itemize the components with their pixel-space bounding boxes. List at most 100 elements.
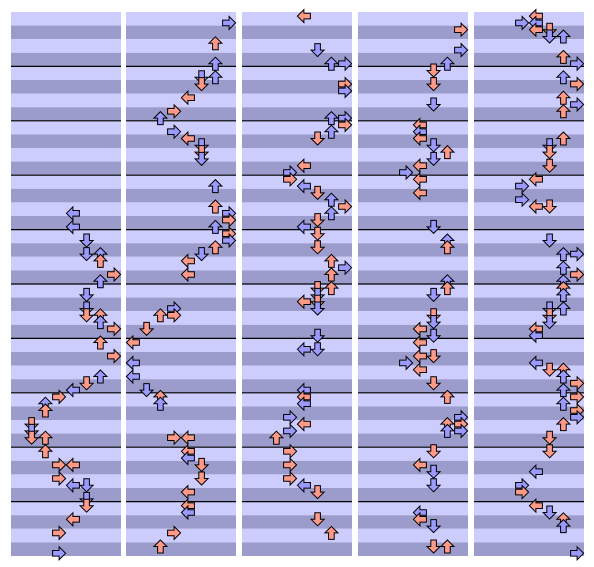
stripe <box>242 474 352 488</box>
stripe <box>126 120 236 135</box>
step-arrow <box>541 430 558 445</box>
stripe <box>11 175 121 189</box>
stripe <box>242 420 352 434</box>
stripe <box>242 352 352 366</box>
stripe <box>358 120 468 135</box>
step-arrow <box>338 117 353 133</box>
step-arrow <box>180 429 195 446</box>
stripe <box>126 406 236 420</box>
stripe <box>474 352 584 366</box>
step-arrow <box>180 130 195 147</box>
stripe <box>358 542 468 556</box>
step-arrow <box>412 511 427 528</box>
panel <box>358 12 468 556</box>
step-arrow <box>528 497 543 514</box>
step-arrow <box>323 56 340 71</box>
step-arrow <box>296 477 311 494</box>
step-arrow <box>107 348 122 364</box>
stripe <box>358 460 468 475</box>
step-arrow <box>425 219 442 235</box>
stripe <box>126 460 236 475</box>
stripe <box>474 501 584 516</box>
step-arrow <box>207 199 224 214</box>
stripe <box>358 66 468 80</box>
panel <box>11 12 121 556</box>
stripe <box>358 420 468 434</box>
step-arrow <box>425 328 442 343</box>
stripe <box>474 80 584 94</box>
step-arrow <box>439 280 456 296</box>
stripe <box>474 379 584 393</box>
stripe <box>126 311 236 325</box>
stripe <box>474 392 584 407</box>
step-arrow <box>541 158 558 173</box>
step-arrow <box>152 539 169 554</box>
step-arrow <box>425 519 442 534</box>
step-arrow <box>541 315 558 330</box>
stripe <box>126 107 236 121</box>
stripe <box>242 120 352 135</box>
step-arrow <box>541 29 558 44</box>
stripe <box>242 161 352 176</box>
step-arrow <box>338 83 353 99</box>
step-arrow <box>309 131 326 146</box>
stripe <box>358 188 468 203</box>
step-arrow <box>222 212 237 228</box>
step-arrow <box>283 470 298 487</box>
step-arrow <box>399 164 414 181</box>
stripe <box>11 216 121 230</box>
stripe <box>358 25 468 40</box>
step-arrow <box>52 389 67 405</box>
step-arrow <box>528 355 543 371</box>
stripe <box>358 338 468 352</box>
stripe <box>11 379 121 393</box>
stripe <box>474 66 584 80</box>
step-arrow <box>207 36 224 51</box>
step-arrow <box>555 396 572 411</box>
stripe <box>474 93 584 108</box>
stripe <box>126 433 236 448</box>
step-arrow <box>439 389 456 404</box>
stripe <box>242 392 352 407</box>
stripe <box>11 311 121 325</box>
stripe <box>126 12 236 26</box>
stripe <box>11 25 121 40</box>
stripe <box>242 406 352 420</box>
step-arrow <box>296 416 311 432</box>
stripe <box>358 93 468 108</box>
step-arrow <box>52 525 67 541</box>
step-arrow <box>515 15 530 31</box>
step-arrow <box>193 471 210 486</box>
step-arrow <box>167 123 182 140</box>
step-arrow <box>92 274 109 289</box>
step-arrow <box>152 308 169 323</box>
step-arrow <box>152 110 169 126</box>
step-arrow <box>555 104 572 119</box>
step-arrow <box>107 321 122 337</box>
stripe <box>474 120 584 135</box>
stripe <box>242 542 352 556</box>
step-arrow <box>283 423 298 439</box>
stripe <box>358 284 468 298</box>
stripe <box>126 229 236 244</box>
stripe <box>358 474 468 488</box>
step-arrow <box>107 266 122 283</box>
stripe <box>11 52 121 67</box>
step-arrow <box>309 226 326 241</box>
stripe <box>242 379 352 393</box>
stripe <box>242 107 352 121</box>
step-arrow <box>323 206 340 221</box>
stripe <box>358 324 468 339</box>
stripe <box>358 365 468 380</box>
step-arrow <box>425 444 442 459</box>
stripe <box>242 188 352 203</box>
stripe <box>474 284 584 298</box>
stripe <box>126 243 236 257</box>
stripe <box>11 460 121 475</box>
step-arrow <box>283 409 298 426</box>
stripe <box>474 488 584 502</box>
step-arrow <box>570 375 585 392</box>
step-arrow <box>309 240 326 255</box>
step-arrow <box>541 362 558 377</box>
